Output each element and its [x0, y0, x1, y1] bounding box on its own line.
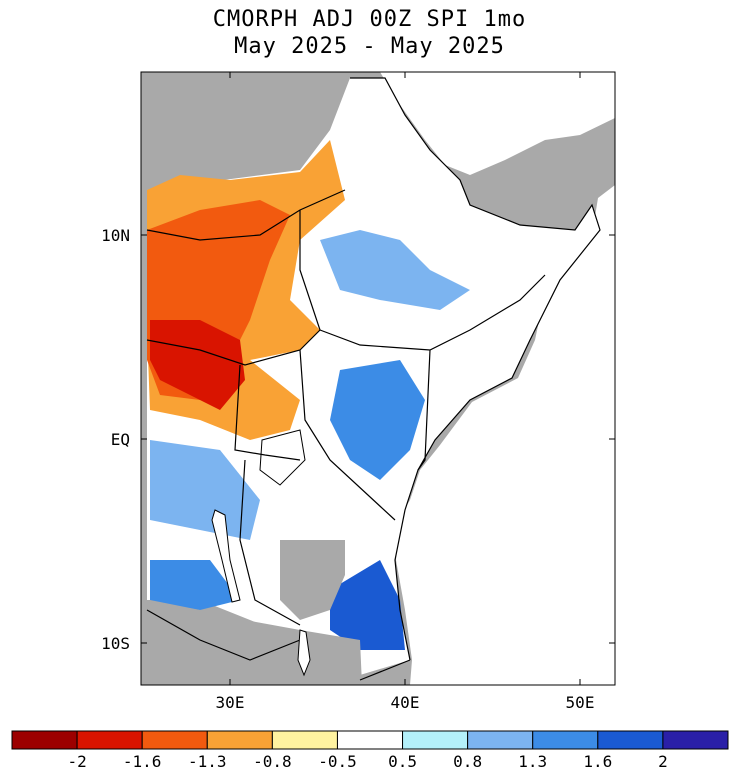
colorbar-swatch — [336, 730, 404, 750]
map-title-line-1: CMORPH ADJ 00Z SPI 1mo — [212, 7, 527, 32]
colorbar-tick-label: 0.5 — [388, 752, 417, 771]
red-sea-gulf — [380, 72, 615, 175]
colorbar-swatch — [597, 730, 664, 750]
lat-label-10s: 10S — [101, 634, 130, 653]
lake-tanganyika — [211, 509, 241, 603]
coastline — [350, 77, 601, 661]
lon-label-30e: 30E — [215, 693, 245, 712]
colorbar-swatch — [662, 730, 729, 750]
map-frame — [140, 71, 616, 686]
wet-anomaly-ethiopia — [320, 230, 470, 310]
colorbar-tick-label: 0.8 — [453, 752, 483, 771]
colorbar-tick-label: -0.5 — [318, 752, 357, 771]
wet-anomaly-lake-region — [150, 440, 260, 540]
colorbar-swatch — [206, 730, 273, 750]
lat-label-eq: EQ — [110, 430, 130, 449]
colorbar — [11, 730, 729, 750]
wet-anomaly-southwest — [150, 560, 240, 610]
wet-anomaly-kenya — [330, 360, 425, 480]
colorbar-swatch — [141, 730, 208, 750]
colorbar-swatch — [271, 730, 338, 750]
wet-anomaly-tanzania-coast — [330, 560, 405, 650]
no-data-block-tanzania — [280, 540, 345, 620]
lon-label-50e: 50E — [565, 693, 595, 712]
lon-label-40e: 40E — [390, 693, 420, 712]
colorbar-swatch — [76, 730, 143, 750]
colorbar-tick-label: -0.8 — [253, 752, 292, 771]
colorbar-tick-label: -1.3 — [188, 752, 227, 771]
colorbar-tick-label: 1.3 — [518, 752, 548, 771]
lake-malawi — [297, 629, 311, 677]
colorbar-swatch — [467, 730, 534, 750]
colorbar-tick-label: -2 — [67, 752, 87, 771]
colorbar-swatch — [11, 730, 78, 750]
colorbar-swatch — [402, 730, 469, 750]
country-boundaries — [146, 189, 546, 681]
map-title-line-2: May 2025 - May 2025 — [234, 34, 505, 59]
dry-anomaly-red — [150, 320, 245, 410]
colorbar-tick-label: -1.6 — [122, 752, 162, 771]
colorbar-tick-label: 1.6 — [583, 752, 613, 771]
colorbar-swatch — [532, 730, 599, 750]
axis-ticks — [141, 72, 615, 685]
colorbar-tick-label: 2 — [658, 752, 668, 771]
indian-ocean — [396, 185, 615, 685]
lat-label-10n: 10N — [101, 226, 130, 245]
